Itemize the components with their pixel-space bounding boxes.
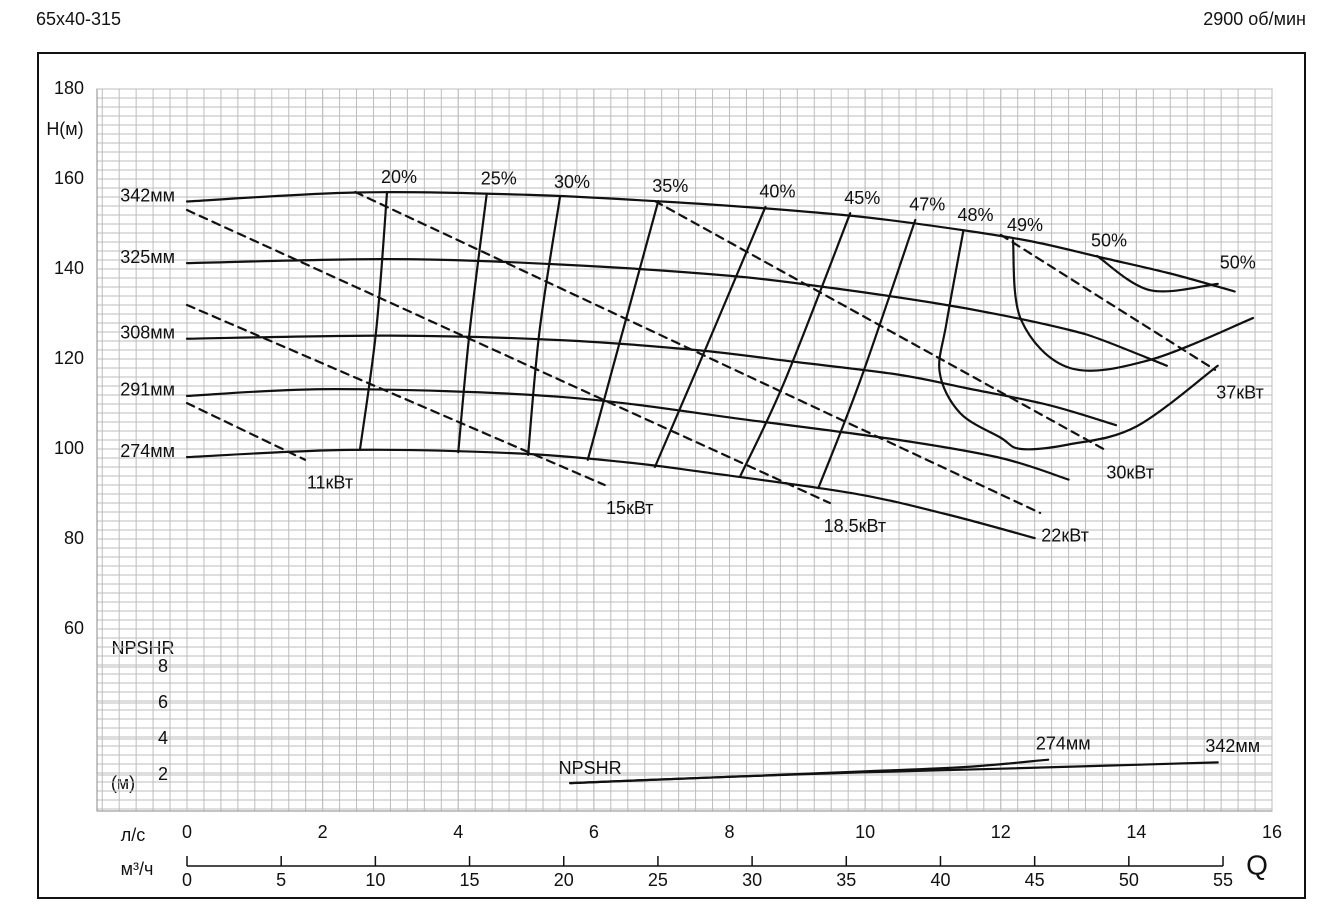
- head-curve: [185, 334, 1118, 427]
- x-tick-label: 4: [453, 822, 463, 842]
- efficiency-label: 25%: [481, 169, 517, 189]
- x2-tick-label: 20: [554, 870, 574, 890]
- efficiency-curve: [653, 205, 767, 469]
- x2-tick-label: 25: [648, 870, 668, 890]
- efficiency-label: 48%: [957, 205, 993, 225]
- efficiency-label: 30%: [554, 172, 590, 192]
- speed: 2900 об/мин: [1203, 9, 1306, 29]
- model: 65x40-315: [36, 9, 121, 29]
- y2-tick-label: 4: [158, 728, 168, 748]
- head-curve: [185, 448, 1036, 540]
- power-label: 30кВт: [1106, 463, 1154, 483]
- x-tick-label: 16: [1262, 822, 1282, 842]
- efficiency-label: 50%: [1091, 231, 1127, 251]
- x2-tick-label: 40: [930, 870, 950, 890]
- x-tick-label: 10: [855, 822, 875, 842]
- diameter-label: 308мм: [120, 323, 175, 343]
- efficiency-curve: [457, 192, 488, 454]
- diameter-label: 291мм: [120, 380, 175, 400]
- x-tick-label: 0: [182, 822, 192, 842]
- efficiency-curve: [817, 218, 917, 490]
- y2-unit: (м): [111, 773, 135, 793]
- x2-tick-label: 5: [276, 870, 286, 890]
- diameter-label: 274мм: [120, 441, 175, 461]
- diameter-label: 325мм: [120, 247, 175, 267]
- power-label: 11кВт: [307, 473, 353, 493]
- efficiency-curve: [526, 195, 562, 456]
- x-tick-label: 12: [991, 822, 1011, 842]
- power-line: [354, 190, 1042, 514]
- efficiency-curve: [586, 199, 660, 461]
- y-tick-label: 60: [64, 618, 84, 638]
- x2-tick-label: 35: [836, 870, 856, 890]
- efficiency-label: 47%: [909, 195, 945, 215]
- power-line: [999, 233, 1217, 371]
- y-tick-label: 80: [64, 528, 84, 548]
- q-label: Q: [1246, 849, 1268, 880]
- head-curve: [185, 388, 1070, 481]
- head-curve: [185, 191, 1236, 293]
- npshr-diameter-label: 274мм: [1036, 733, 1091, 753]
- x-tick-label: 14: [1126, 822, 1146, 842]
- efficiency-curve: [938, 229, 1219, 451]
- power-line: [185, 303, 606, 487]
- efficiency-label: 45%: [844, 188, 880, 208]
- efficiency-label: 40%: [759, 182, 795, 202]
- x-tick-label: 6: [589, 822, 599, 842]
- x2-axis-label: м³/ч: [121, 859, 154, 879]
- npshr-curve: [569, 761, 1219, 785]
- power-line: [185, 208, 831, 505]
- x2-tick-label: 15: [460, 870, 480, 890]
- x-axis-label: л/с: [121, 825, 146, 845]
- efficiency-label: 50%: [1220, 253, 1256, 273]
- efficiency-curve: [739, 212, 852, 478]
- y-tick-label: 120: [54, 348, 84, 368]
- npshr-label: NPSHR: [559, 758, 622, 778]
- x-tick-label: 2: [318, 822, 328, 842]
- efficiency-curve: [1011, 239, 1255, 372]
- y2-axis-label: NPSHR: [111, 638, 174, 658]
- x2-tick-label: 0: [182, 870, 192, 890]
- x2-tick-label: 55: [1213, 870, 1233, 890]
- x2-tick-label: 30: [742, 870, 762, 890]
- head-curve: [185, 257, 1168, 367]
- y-tick-label: 180: [54, 78, 84, 98]
- efficiency-curve: [1095, 254, 1219, 293]
- y-tick-label: 100: [54, 438, 84, 458]
- y-tick-label: 160: [54, 168, 84, 188]
- frame: [37, 52, 1306, 899]
- y2-tick-label: 2: [158, 764, 168, 784]
- y-axis-label: H(м): [46, 119, 83, 139]
- y2-tick-label: 8: [158, 656, 168, 676]
- diameter-label: 342мм: [120, 185, 175, 205]
- power-label: 22кВт: [1041, 526, 1089, 546]
- power-label: 18.5кВт: [824, 516, 887, 536]
- efficiency-label: 20%: [381, 167, 417, 187]
- efficiency-label: 35%: [652, 176, 688, 196]
- power-label: 15кВт: [606, 498, 654, 518]
- efficiency-curve: [358, 190, 389, 451]
- efficiency-label: 49%: [1007, 215, 1043, 235]
- x2-tick-label: 45: [1025, 870, 1045, 890]
- x2-tick-label: 50: [1119, 870, 1139, 890]
- x-tick-label: 8: [724, 822, 734, 842]
- y-tick-label: 140: [54, 258, 84, 278]
- x2-tick-label: 10: [365, 870, 385, 890]
- npshr-diameter-label: 342мм: [1205, 736, 1260, 756]
- y2-tick-label: 6: [158, 692, 168, 712]
- power-label: 37кВт: [1216, 383, 1264, 403]
